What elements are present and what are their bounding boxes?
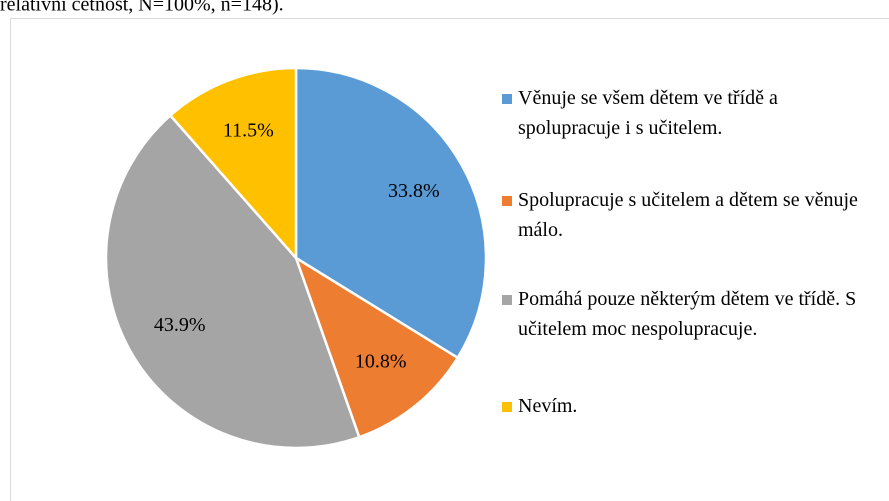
legend-label: Spolupracuje s učitelem a dětem se věnuj… [518,189,858,241]
legend-line: Pomáhá pouze některým dětem ve třídě. S [518,288,856,310]
legend-line: málo. [518,219,563,241]
legend-line: učitelem moc nespolupracuje. [518,318,757,340]
pie-slice [168,66,298,262]
pie-slice [294,66,488,360]
data-label: 11.5% [223,119,274,141]
legend-line: Spolupracuje s učitelem a dětem se věnuj… [518,189,858,211]
legend-line: spolupracuje i s učitelem. [518,117,722,139]
legend-line: Věnuje se všem dětem ve třídě a [518,87,778,109]
caption: relativní četnost, N=100%, n=148). [0,0,284,16]
legend-label: Věnuje se všem dětem ve třídě a spoluprac… [518,87,778,139]
pie-slice [104,113,361,450]
legend-label: Pomáhá pouze některým dětem ve třídě. S u… [518,288,856,340]
legend-label: Nevím. [518,395,577,417]
legend-swatch [502,295,512,305]
legend-line: Nevím. [518,395,577,417]
data-label: 33.8% [388,180,440,202]
data-label: 43.9% [154,314,206,336]
legend-swatch [502,94,512,104]
pie-slice [293,255,460,439]
data-label: 10.8% [355,351,407,373]
legend-swatch [502,196,512,206]
legend-swatch [502,402,512,412]
